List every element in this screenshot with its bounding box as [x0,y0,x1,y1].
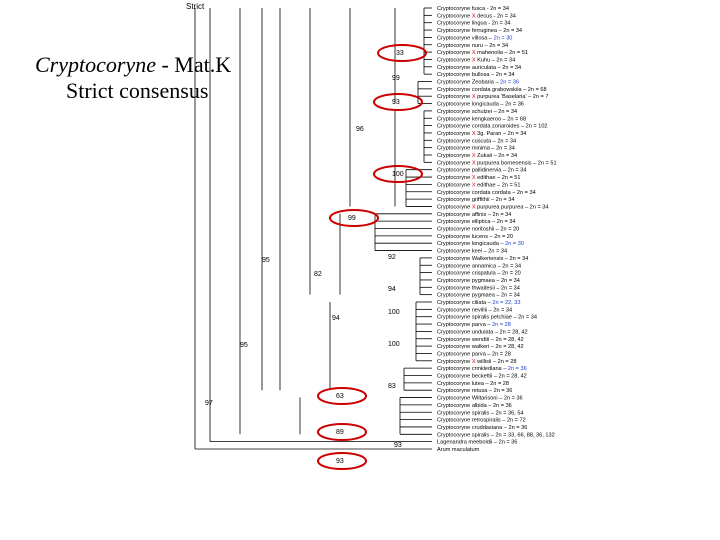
taxon-label: Cryptocoryne annamica – 2n = 34 [437,263,521,269]
taxon-label: Cryptocoryne noritoshii – 2n = 20 [437,227,519,233]
taxon-label: Cryptocoryne X purpurea borneoensis – 2n… [437,160,557,166]
taxon-label: Cryptocoryne elliptica – 2n = 34 [437,219,516,225]
taxon-label: Cryptocoryne fusca - 2n = 34 [437,6,509,12]
support-value: 97 [205,400,213,407]
taxon-label: Cryptocoryne lutea – 2n = 28 [437,381,509,387]
taxon-label: Arum maculatum [437,447,480,453]
taxon-label: Cryptocoryne schulzei – 2n = 34 [437,109,517,115]
support-value: 33 [396,50,404,57]
taxon-label: Cryptocoryne crispatula – 2n = 20 [437,271,521,277]
support-value: 93 [394,442,402,449]
taxon-label: Cryptocoryne X edithae – 2n = 51 [437,175,521,181]
corner-label: Strict [186,2,205,11]
support-value: 94 [332,315,340,322]
genus-name: Cryptocoryne [35,52,156,77]
taxon-label: Cryptocoryne parva – 2n = 28 [437,351,511,357]
taxon-label: Cryptocoryne longicauda – 2n = 36 [437,102,524,108]
support-value: 89 [336,429,344,436]
marker-name: - Mat.K [155,52,232,77]
taxon-label: Cryptocoryne retusa – 2n = 36 [437,388,512,394]
support-value: 93 [336,458,344,465]
support-value: 100 [388,309,400,316]
taxon-label: Cryptocoryne crinklediana – 2n = 36 [437,366,527,372]
taxon-label: Cryptocoryne nevillii – 2n = 34 [437,307,512,313]
taxon-label: Cryptocoryne spiralis petchiae – 2n = 34 [437,315,537,321]
highlight-circle [377,44,427,62]
support-value: 100 [392,171,404,178]
highlight-circle [317,452,367,470]
taxon-label: Cryptocoryne Zeobaria – 2n = 36 [437,80,519,86]
taxon-label: Cryptocoryne X edithae – 2n = 51 [437,182,521,188]
taxon-label: Cryptocoryne longicauda – 2n = 30 [437,241,524,247]
taxon-label: Cryptocoryne cordata cordata – 2n = 34 [437,190,536,196]
support-value: 83 [388,383,396,390]
support-value: 82 [314,271,322,278]
support-value: 99 [348,215,356,222]
taxon-label: Cryptocoryne cuscuta – 2n = 34 [437,138,516,144]
taxon-label: Cryptocoryne pygmaea – 2n = 34 [437,293,520,299]
figure-title: Cryptocoryne - Mat.K [35,52,231,78]
taxon-label: Cryptocoryne X Kuhu – 2n = 34 [437,57,515,63]
taxon-label: Cryptocoryne thwaitesii – 2n = 34 [437,285,520,291]
highlight-circle [329,209,379,227]
taxon-label: Cryptocoryne X 3g. Paran – 2n = 34 [437,131,526,137]
support-value: 96 [356,126,364,133]
taxon-label: Lagenandra meeboldii – 2n = 36 [437,440,517,446]
taxon-label: Cryptocoryne lucens – 2n = 20 [437,234,513,240]
taxon-label: Cryptocoryne auriculata – 2n = 34 [437,65,521,71]
highlight-circle [373,93,423,111]
taxon-label: Cryptocoryne spiralis – 2n = 33, 66, 88,… [437,432,555,438]
taxon-label: Cryptocoryne griffithii – 2n = 34 [437,197,514,203]
highlight-circle [317,423,367,441]
support-value: 92 [388,254,396,261]
taxon-label: Cryptocoryne cruddasiana – 2n = 36 [437,425,527,431]
taxon-label: Cryptocoryne X Zukaii – 2n = 34 [437,153,517,159]
support-value: 95 [262,257,270,264]
taxon-label: Cryptocoryne X purpurea 'Baselaria' – 2n… [437,94,548,100]
taxon-label: Cryptocoryne pallidinervia – 2n = 34 [437,168,526,174]
taxon-label: Cryptocoryne ferruginea – 2n = 34 [437,28,522,34]
taxon-label: Cryptocoryne keei – 2n = 34 [437,249,507,255]
taxon-label: Cryptocoryne ciliata – 2n = 22, 33 [437,300,521,306]
taxon-label: Cryptocoryne X willisii – 2n = 28 [437,359,516,365]
taxon-label: Cryptocoryne Walkeriensis – 2n = 34 [437,256,528,262]
taxon-label: Cryptocoryne X decus - 2n = 34 [437,13,516,19]
taxon-label: Cryptocoryne nuru – 2n = 34 [437,43,508,49]
taxon-label: Cryptocoryne X mahenolia – 2n = 51 [437,50,528,56]
taxon-label: Cryptocoryne walkeri – 2n = 28, 42 [437,344,524,350]
taxon-label: Cryptocoryne pygmaea – 2n = 34 [437,278,520,284]
taxon-label: Cryptocoryne cordata grabowskiia – 2n = … [437,87,547,93]
support-value: 100 [388,341,400,348]
taxon-label: Cryptocoryne wendtii – 2n = 28, 42 [437,337,524,343]
support-value: 93 [392,99,400,106]
taxon-label: Cryptocoryne bullosa – 2n = 34 [437,72,515,78]
taxon-label: Cryptocoryne beckettii – 2n = 28, 42 [437,374,527,380]
taxon-label: Cryptocoryne albida – 2n = 36 [437,403,512,409]
support-value: 95 [240,342,248,349]
taxon-label: Cryptocoryne kengkaeroo – 2n = 68 [437,116,526,122]
taxon-label: Cryptocoryne parva – 2n = 28 [437,322,511,328]
taxon-label: Cryptocoryne lingua - 2n = 34 [437,21,511,27]
taxon-label: Cryptocoryne villosa – 2n = 30 [437,35,512,41]
support-value: 63 [336,393,344,400]
taxon-label: Cryptocoryne spiralis – 2n = 36, 54 [437,410,524,416]
taxon-label: Cryptocoryne undulata – 2n = 28, 42 [437,329,528,335]
support-value: 94 [388,286,396,293]
taxon-label: Cryptocoryne minima – 2n = 34 [437,146,515,152]
taxon-label: Cryptocoryne affinis – 2n = 34 [437,212,511,218]
taxon-label: Cryptocoryne X purpurea purpurea – 2n = … [437,204,549,210]
taxon-label: Cryptocoryne retrospiralis – 2n = 72 [437,418,526,424]
taxon-label: Cryptocoryne Wiltarisoni – 2n = 36 [437,396,523,402]
highlight-circle [317,387,367,405]
highlight-circle [373,165,423,183]
support-value: 99 [392,75,400,82]
figure-subtitle: Strict consensus [66,78,209,103]
taxon-label: Cryptocoryne cordata zonaroides – 2n = 1… [437,124,548,130]
